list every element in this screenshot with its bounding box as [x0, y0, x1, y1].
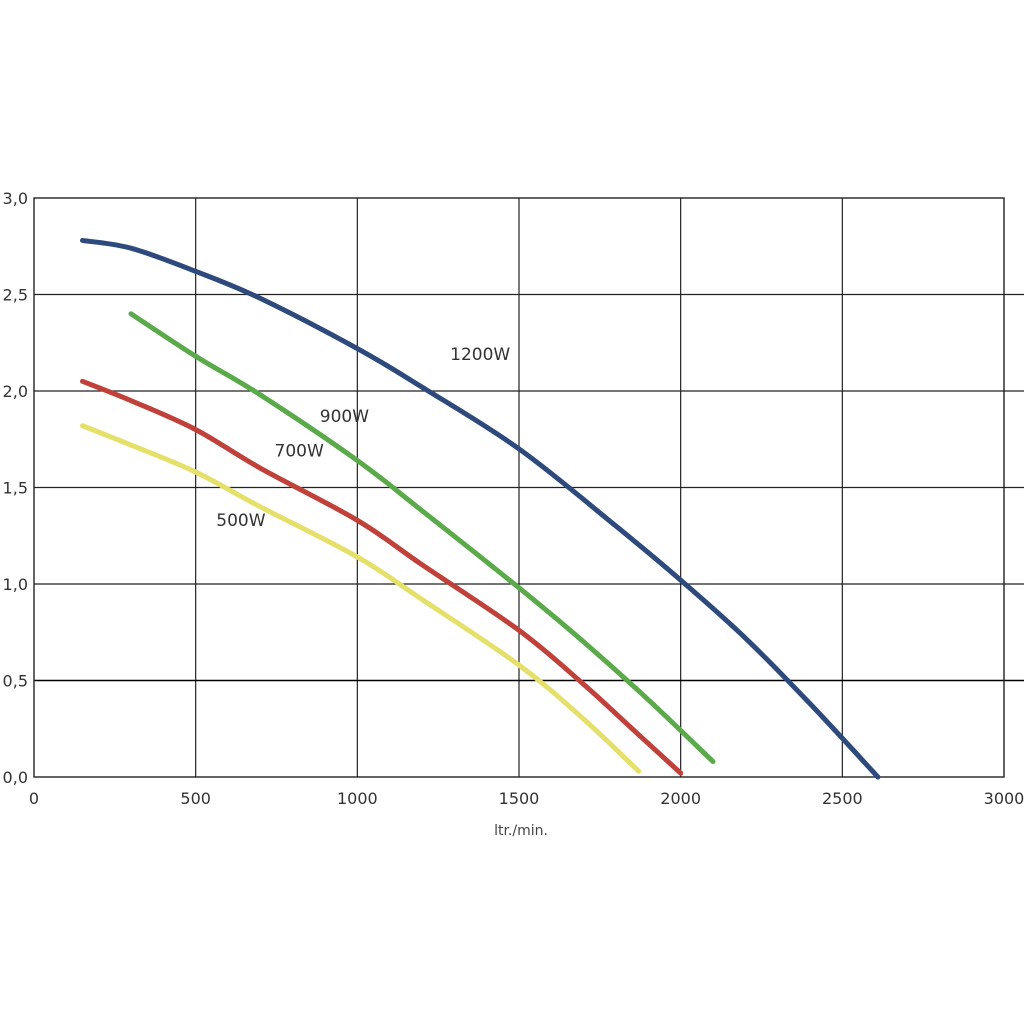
- series-line-700w: [80, 378, 684, 776]
- plot-frame: [33, 197, 1005, 778]
- y-tick-label: 2,0: [3, 382, 28, 401]
- x-tick-label: 2000: [660, 789, 701, 808]
- y-tick-labels: 0,0 0,5 1,0 1,5 2,0 2,5 3,0: [3, 189, 28, 787]
- grid-lines: [34, 198, 1024, 777]
- series-labels: 1200W 900W 700W 500W: [216, 345, 510, 531]
- series-line-500w: [80, 423, 642, 774]
- x-axis-label: ltr./min.: [494, 823, 548, 839]
- y-tick-label: 0,5: [3, 672, 28, 691]
- x-tick-label: 0: [29, 789, 39, 808]
- x-tick-label: 1000: [337, 789, 378, 808]
- y-tick-label: 1,0: [3, 575, 28, 594]
- series-label-700w: 700W: [275, 442, 324, 462]
- y-tick-label: 1,5: [3, 479, 28, 498]
- series-label-500w: 500W: [216, 511, 265, 531]
- series-line-1200w: [80, 237, 881, 780]
- x-tick-label: 1500: [499, 789, 540, 808]
- x-tick-label: 2500: [822, 789, 863, 808]
- y-tick-label: 2,5: [3, 286, 28, 305]
- x-tick-label: 500: [180, 789, 211, 808]
- y-tick-label: 3,0: [3, 189, 28, 208]
- plot-area-border: [33, 197, 1005, 778]
- series-line-900w: [128, 311, 716, 765]
- y-tick-label: 0,0: [3, 768, 28, 787]
- x-tick-labels: 0 500 1000 1500 2000 2500 3000: [29, 789, 1024, 808]
- series-label-900w: 900W: [320, 407, 369, 427]
- x-tick-label: 3000: [984, 789, 1024, 808]
- series-label-1200w: 1200W: [450, 345, 510, 365]
- series-curves: [80, 237, 881, 780]
